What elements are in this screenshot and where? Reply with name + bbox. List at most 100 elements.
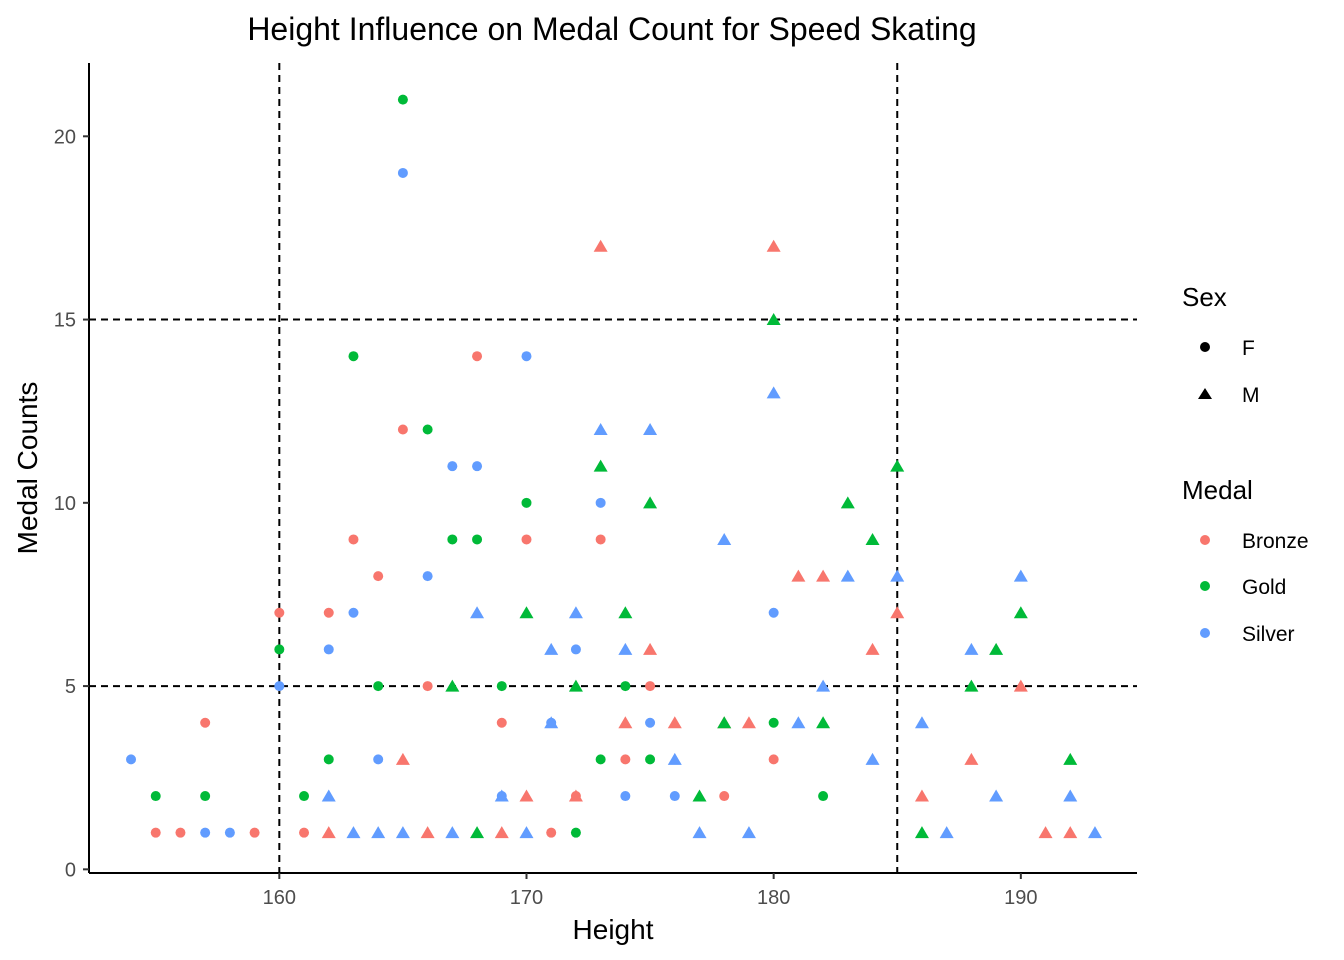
legend-sex-m-triangle-icon — [1198, 388, 1212, 399]
point-bronze-female — [645, 681, 656, 692]
point-gold-male — [470, 826, 485, 839]
point-gold-male — [618, 606, 633, 619]
point-gold-male — [816, 716, 831, 729]
point-silver-male — [890, 569, 905, 582]
point-silver-female — [348, 607, 359, 618]
legend-medal-gold-dot-icon — [1200, 581, 1210, 591]
point-silver-female — [570, 644, 581, 655]
point-silver-male — [840, 569, 855, 582]
point-silver-female — [645, 717, 656, 728]
point-silver-male — [692, 826, 707, 839]
point-bronze-male — [1038, 826, 1053, 839]
point-silver-female — [224, 827, 235, 838]
point-bronze-female — [422, 681, 433, 692]
legend-sex-f-label: F — [1242, 337, 1255, 360]
legend-medal-gold-label: Gold — [1242, 576, 1286, 599]
point-silver-female — [595, 497, 606, 508]
point-gold-female — [818, 791, 829, 802]
point-bronze-female — [397, 424, 408, 435]
point-gold-male — [1063, 752, 1078, 765]
point-silver-female — [373, 754, 384, 765]
point-gold-male — [964, 679, 979, 692]
point-bronze-female — [323, 607, 334, 618]
point-gold-female — [274, 644, 285, 655]
point-bronze-male — [643, 642, 658, 655]
y-tick-label: 5 — [65, 676, 76, 698]
y-axis-title: Medal Counts — [12, 382, 43, 555]
point-bronze-male — [1063, 826, 1078, 839]
point-bronze-female — [521, 534, 532, 545]
point-silver-male — [1013, 569, 1028, 582]
point-gold-male — [568, 679, 583, 692]
point-silver-female — [422, 571, 433, 582]
point-silver-male — [321, 789, 336, 802]
reference-lines — [89, 63, 1137, 873]
point-silver-male — [395, 826, 410, 839]
y-tick-label: 20 — [54, 126, 76, 148]
point-silver-male — [939, 826, 954, 839]
legend-medal-title: Medal — [1182, 475, 1253, 505]
point-gold-male — [593, 459, 608, 472]
point-silver-male — [494, 789, 509, 802]
point-bronze-female — [546, 827, 557, 838]
point-silver-male — [865, 752, 880, 765]
legend-medal-silver-label: Silver — [1242, 623, 1295, 646]
point-silver-male — [643, 423, 658, 436]
point-gold-female — [422, 424, 433, 435]
x-tick-label: 160 — [263, 887, 296, 909]
point-bronze-male — [964, 752, 979, 765]
point-bronze-male — [890, 606, 905, 619]
point-gold-male — [766, 313, 781, 326]
point-gold-female — [373, 681, 384, 692]
y-tick-label: 15 — [54, 310, 76, 332]
point-bronze-female — [768, 754, 779, 765]
point-bronze-male — [914, 789, 929, 802]
point-bronze-male — [816, 569, 831, 582]
point-bronze-male — [741, 716, 756, 729]
point-gold-male — [840, 496, 855, 509]
legend-sex-f-circle-icon — [1200, 342, 1210, 352]
point-gold-male — [989, 642, 1004, 655]
point-silver-male — [519, 826, 534, 839]
point-bronze-male — [593, 239, 608, 252]
point-silver-male — [445, 826, 460, 839]
legend-medal: Medal Bronze Gold Silver — [1182, 475, 1309, 646]
point-gold-female — [595, 754, 606, 765]
point-gold-male — [914, 826, 929, 839]
y-tick-label: 10 — [54, 493, 76, 515]
point-bronze-male — [1013, 679, 1028, 692]
point-silver-male — [791, 716, 806, 729]
legend-medal-bronze-dot-icon — [1200, 535, 1210, 545]
point-gold-female — [496, 681, 507, 692]
point-silver-male — [544, 716, 559, 729]
point-bronze-female — [249, 827, 260, 838]
point-bronze-male — [420, 826, 435, 839]
legend-medal-silver-dot-icon — [1200, 628, 1210, 638]
point-silver-male — [568, 606, 583, 619]
point-silver-male — [470, 606, 485, 619]
legend-sex-title: Sex — [1182, 282, 1227, 312]
point-bronze-male — [321, 826, 336, 839]
point-silver-female — [472, 461, 483, 472]
point-gold-female — [323, 754, 334, 765]
x-tick-label: 190 — [1004, 887, 1037, 909]
point-silver-male — [816, 679, 831, 692]
x-tick-label: 170 — [510, 887, 543, 909]
point-gold-female — [521, 497, 532, 508]
point-bronze-female — [299, 827, 310, 838]
point-gold-female — [620, 681, 631, 692]
point-bronze-female — [200, 717, 211, 728]
legend-sex: Sex F M — [1182, 282, 1260, 407]
point-gold-female — [570, 827, 581, 838]
chart-title: Height Influence on Medal Count for Spee… — [247, 11, 976, 47]
point-gold-male — [717, 716, 732, 729]
point-bronze-female — [719, 791, 730, 802]
legend-sex-m-label: M — [1242, 384, 1260, 407]
point-bronze-female — [620, 754, 631, 765]
point-silver-male — [1063, 789, 1078, 802]
point-bronze-female — [595, 534, 606, 545]
point-bronze-male — [519, 789, 534, 802]
point-silver-female — [126, 754, 137, 765]
